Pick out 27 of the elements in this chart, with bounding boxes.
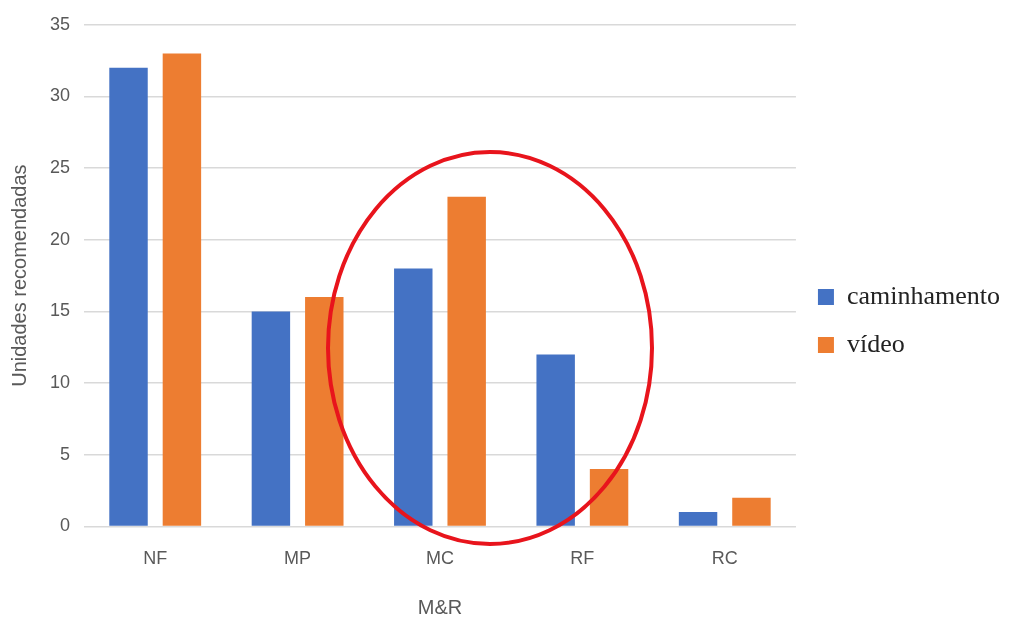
- y-tick-label: 5: [60, 443, 71, 464]
- y-tick-label: 30: [49, 85, 71, 106]
- bar: [447, 196, 486, 526]
- bar: [162, 53, 202, 526]
- bar: [251, 311, 291, 526]
- x-tick-label: RC: [711, 548, 738, 569]
- y-tick-label: 10: [49, 372, 71, 393]
- legend-label: vídeo: [846, 328, 905, 358]
- bar: [732, 497, 771, 526]
- x-tick-label: MP: [284, 548, 312, 569]
- y-axis-title: Unidades recomendadas: [7, 164, 30, 387]
- bar: [109, 67, 148, 526]
- y-tick-label: 25: [49, 157, 71, 178]
- x-axis-title: M&R: [417, 595, 463, 618]
- bar: [536, 354, 575, 526]
- bar: [394, 268, 433, 526]
- y-tick-label: 0: [60, 515, 71, 536]
- x-tick-label: RF: [570, 548, 595, 569]
- y-tick-label: 35: [49, 13, 71, 34]
- bar: [305, 297, 344, 526]
- legend-label: caminhamento: [846, 280, 1001, 310]
- x-tick-label: MC: [425, 548, 454, 569]
- y-tick-label: 15: [49, 300, 71, 321]
- bar: [678, 512, 718, 526]
- x-tick-label: NF: [143, 548, 168, 569]
- bar: [589, 469, 629, 526]
- y-tick-label: 20: [49, 228, 71, 249]
